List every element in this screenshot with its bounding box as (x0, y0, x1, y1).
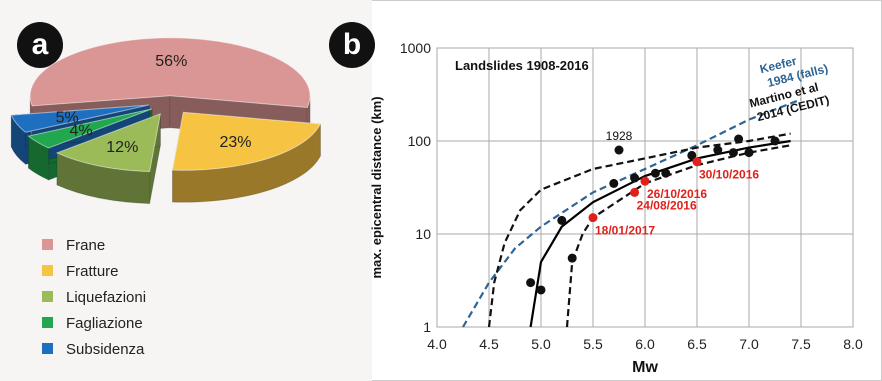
x-tick-label: 5.0 (531, 336, 551, 352)
slice-label: 23% (219, 134, 251, 151)
legend-swatch (42, 291, 53, 302)
data-point (734, 135, 743, 144)
x-tick-label: 6.0 (635, 336, 655, 352)
data-point (557, 216, 566, 225)
data-point (693, 157, 702, 166)
data-point (609, 179, 618, 188)
data-point (771, 137, 780, 146)
y-tick-label: 1000 (400, 40, 431, 56)
legend-label: Liquefazioni (66, 289, 146, 306)
scatter-chart: 1 10 100 1000 4.0 4.5 5.0 5.5 6.0 6.5 7.0 7.5 8.0 Lan… (369, 40, 863, 376)
point-label: 30/10/2016 (699, 168, 759, 182)
point-label: 26/10/2016 (647, 187, 707, 201)
panel-letter: a (32, 28, 49, 61)
legend-label: Fratture (66, 263, 119, 280)
data-point (630, 188, 639, 197)
data-point (661, 169, 670, 178)
slice-label: 56% (155, 53, 187, 70)
legend-swatch (42, 239, 53, 250)
legend-swatch (42, 317, 53, 328)
figure: a b 56%23%12%4%5%FraneFrattureLiquefazio… (0, 0, 882, 381)
x-tick-label: 5.5 (583, 336, 603, 352)
x-tick-label: 4.0 (427, 336, 447, 352)
data-point (537, 285, 546, 294)
slice-label: 5% (56, 110, 79, 127)
legend-label: Frane (66, 237, 105, 254)
slice-label: 12% (106, 139, 138, 156)
y-tick-label: 10 (415, 226, 431, 242)
legend-swatch (42, 343, 53, 354)
point-label: 18/01/2017 (595, 224, 655, 238)
data-point (589, 213, 598, 222)
data-point (745, 148, 754, 157)
point-label: 1928 (606, 129, 633, 143)
x-tick-label: 6.5 (687, 336, 707, 352)
data-point (641, 177, 650, 186)
legend-swatch (42, 265, 53, 276)
data-point (615, 146, 624, 155)
x-tick-label: 7.0 (739, 336, 759, 352)
y-axis-label: max. epicentral distance (km) (369, 96, 384, 278)
data-point (651, 169, 660, 178)
legend-label: Subsidenza (66, 341, 145, 358)
legend-label: Fagliazione (66, 315, 143, 332)
data-point (729, 148, 738, 157)
y-tick-label: 100 (408, 133, 432, 149)
panel-letter: b (343, 28, 361, 61)
y-tick-label: 1 (423, 319, 431, 335)
x-tick-label: 4.5 (479, 336, 499, 352)
x-axis-label: Mw (632, 359, 658, 376)
x-tick-label: 7.5 (791, 336, 811, 352)
x-tick-label: 8.0 (843, 336, 863, 352)
data-point (630, 174, 639, 183)
data-point (568, 254, 577, 263)
chart-title: Landslides 1908-2016 (455, 58, 589, 73)
data-point (526, 278, 535, 287)
data-point (713, 146, 722, 155)
